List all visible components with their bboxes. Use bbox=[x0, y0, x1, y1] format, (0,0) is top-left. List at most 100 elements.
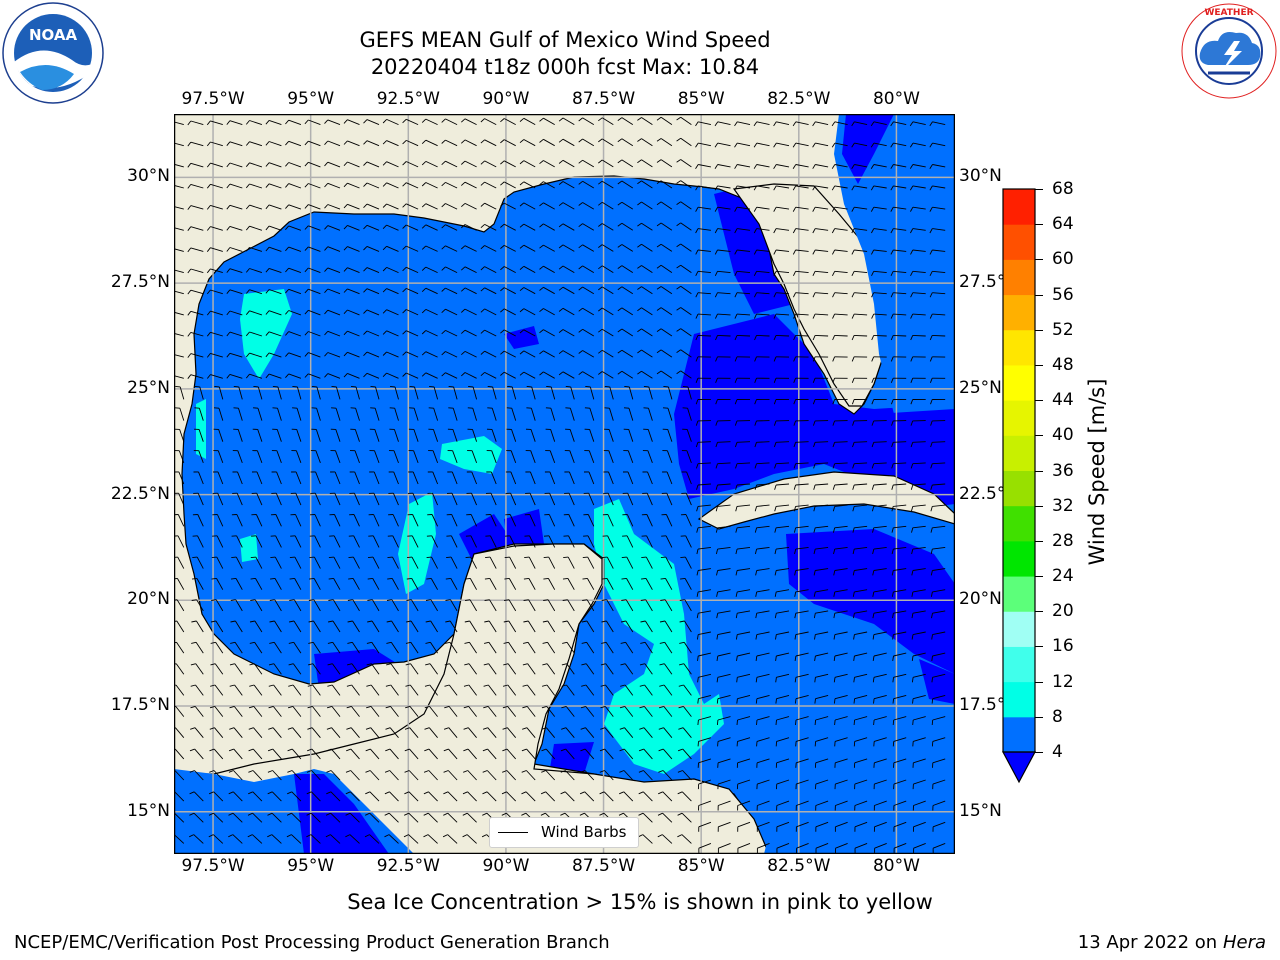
wind-barb bbox=[624, 727, 634, 738]
wind-barb-flag bbox=[833, 548, 836, 555]
wind-barb bbox=[350, 770, 360, 781]
wind-barb-flag bbox=[735, 527, 738, 533]
wind-barb-flag bbox=[851, 249, 855, 255]
wind-barb-flag bbox=[641, 556, 647, 559]
wind-barb-flag bbox=[792, 206, 797, 212]
wind-barb bbox=[190, 141, 204, 147]
wind-barb bbox=[470, 514, 478, 527]
wind-barb bbox=[410, 663, 419, 675]
wind-barb-flag bbox=[507, 385, 513, 388]
wind-barb-flag bbox=[600, 705, 606, 709]
wind-barb bbox=[717, 334, 731, 337]
wind-barb bbox=[874, 758, 887, 764]
wind-barb-flag bbox=[558, 138, 564, 143]
wind-barb bbox=[464, 181, 477, 189]
wind-barb bbox=[217, 450, 224, 464]
wind-barb-flag bbox=[402, 330, 407, 335]
wind-barb-flag bbox=[775, 634, 777, 640]
wind-barb bbox=[210, 226, 223, 231]
wind-barb-flag bbox=[676, 201, 681, 205]
wind-barb-flag bbox=[581, 684, 587, 687]
wind-barb-flag bbox=[248, 705, 254, 709]
wind-barb bbox=[835, 800, 848, 806]
wind-barb bbox=[295, 493, 302, 506]
wind-barb bbox=[795, 568, 809, 571]
colorbar-tick-label: 16 bbox=[1052, 636, 1074, 657]
wind-barb-flag bbox=[366, 641, 372, 644]
wind-barb-flag bbox=[558, 181, 564, 185]
wind-barb-flag bbox=[519, 350, 525, 355]
wind-barb bbox=[796, 800, 809, 806]
wind-barb bbox=[277, 386, 282, 400]
wind-barb bbox=[464, 118, 477, 126]
wind-barb-flag bbox=[285, 162, 290, 167]
wind-barb bbox=[641, 265, 653, 273]
wind-barb bbox=[795, 164, 809, 168]
wind-barb-flag bbox=[343, 182, 348, 188]
wind-barb-flag bbox=[795, 719, 797, 726]
wind-barb bbox=[873, 164, 887, 168]
wind-barb-flag bbox=[870, 121, 875, 127]
wind-barb-flag bbox=[500, 181, 505, 186]
wind-barb bbox=[425, 287, 438, 295]
wind-barb bbox=[288, 267, 302, 274]
wind-barb-flag bbox=[366, 684, 372, 687]
wind-barb bbox=[796, 842, 809, 849]
wind-barb-flag bbox=[641, 577, 647, 580]
wind-barb bbox=[605, 642, 614, 654]
wind-barb-flag bbox=[656, 349, 662, 354]
wind-barb-flag bbox=[487, 385, 493, 388]
wind-barb bbox=[546, 727, 556, 738]
wind-barb bbox=[815, 842, 829, 849]
wind-barb-flag bbox=[773, 271, 777, 277]
wind-barb bbox=[271, 791, 282, 802]
wind-barb bbox=[601, 180, 614, 189]
wind-barb-flag bbox=[753, 313, 757, 319]
wind-barb bbox=[893, 249, 907, 252]
wind-barb bbox=[366, 140, 380, 147]
wind-barb-flag bbox=[483, 684, 489, 687]
colorbar-tick-label: 28 bbox=[1052, 530, 1074, 551]
wind-barb-flag bbox=[324, 140, 329, 145]
wind-barb bbox=[586, 620, 595, 633]
wind-barb-flag bbox=[621, 556, 627, 559]
wind-barb bbox=[315, 471, 321, 485]
wind-barb-flag bbox=[831, 164, 836, 169]
wind-barb-flag bbox=[620, 620, 626, 623]
wind-barb bbox=[893, 121, 907, 126]
wind-barb-flag bbox=[382, 351, 387, 356]
wind-barb bbox=[214, 727, 224, 738]
wind-barb bbox=[425, 351, 438, 358]
wind-barb-flag bbox=[539, 181, 544, 186]
wind-barb-flag bbox=[676, 285, 681, 290]
wind-barb bbox=[854, 441, 868, 443]
wind-barb-flag bbox=[175, 385, 181, 388]
wind-barb bbox=[523, 329, 536, 337]
wind-barb-flag bbox=[382, 330, 387, 335]
wind-barb bbox=[932, 462, 946, 465]
wind-barb bbox=[464, 372, 477, 379]
wind-barb-flag bbox=[637, 370, 642, 375]
wind-barb-flag bbox=[405, 641, 411, 644]
wind-barb-flag bbox=[910, 506, 914, 512]
wind-barb bbox=[331, 684, 341, 696]
wind-barb bbox=[352, 578, 360, 590]
wind-barb bbox=[237, 450, 243, 464]
wind-barb-flag bbox=[598, 138, 603, 143]
wind-barb bbox=[698, 652, 712, 657]
wind-barb bbox=[566, 642, 575, 654]
wind-barb bbox=[566, 620, 575, 633]
wind-barb bbox=[697, 504, 711, 507]
wind-barb-flag bbox=[617, 307, 623, 312]
wind-barb bbox=[218, 429, 224, 442]
wind-barb-flag bbox=[832, 506, 836, 512]
wind-barb-flag bbox=[929, 206, 933, 212]
wind-barb-flag bbox=[599, 748, 605, 752]
wind-barb bbox=[293, 599, 302, 612]
wind-barb bbox=[815, 631, 829, 636]
wind-barb bbox=[815, 673, 829, 678]
wind-barb bbox=[621, 117, 634, 125]
wind-barb bbox=[252, 770, 263, 781]
wind-barb-flag bbox=[734, 271, 738, 276]
wind-barb bbox=[562, 307, 575, 316]
